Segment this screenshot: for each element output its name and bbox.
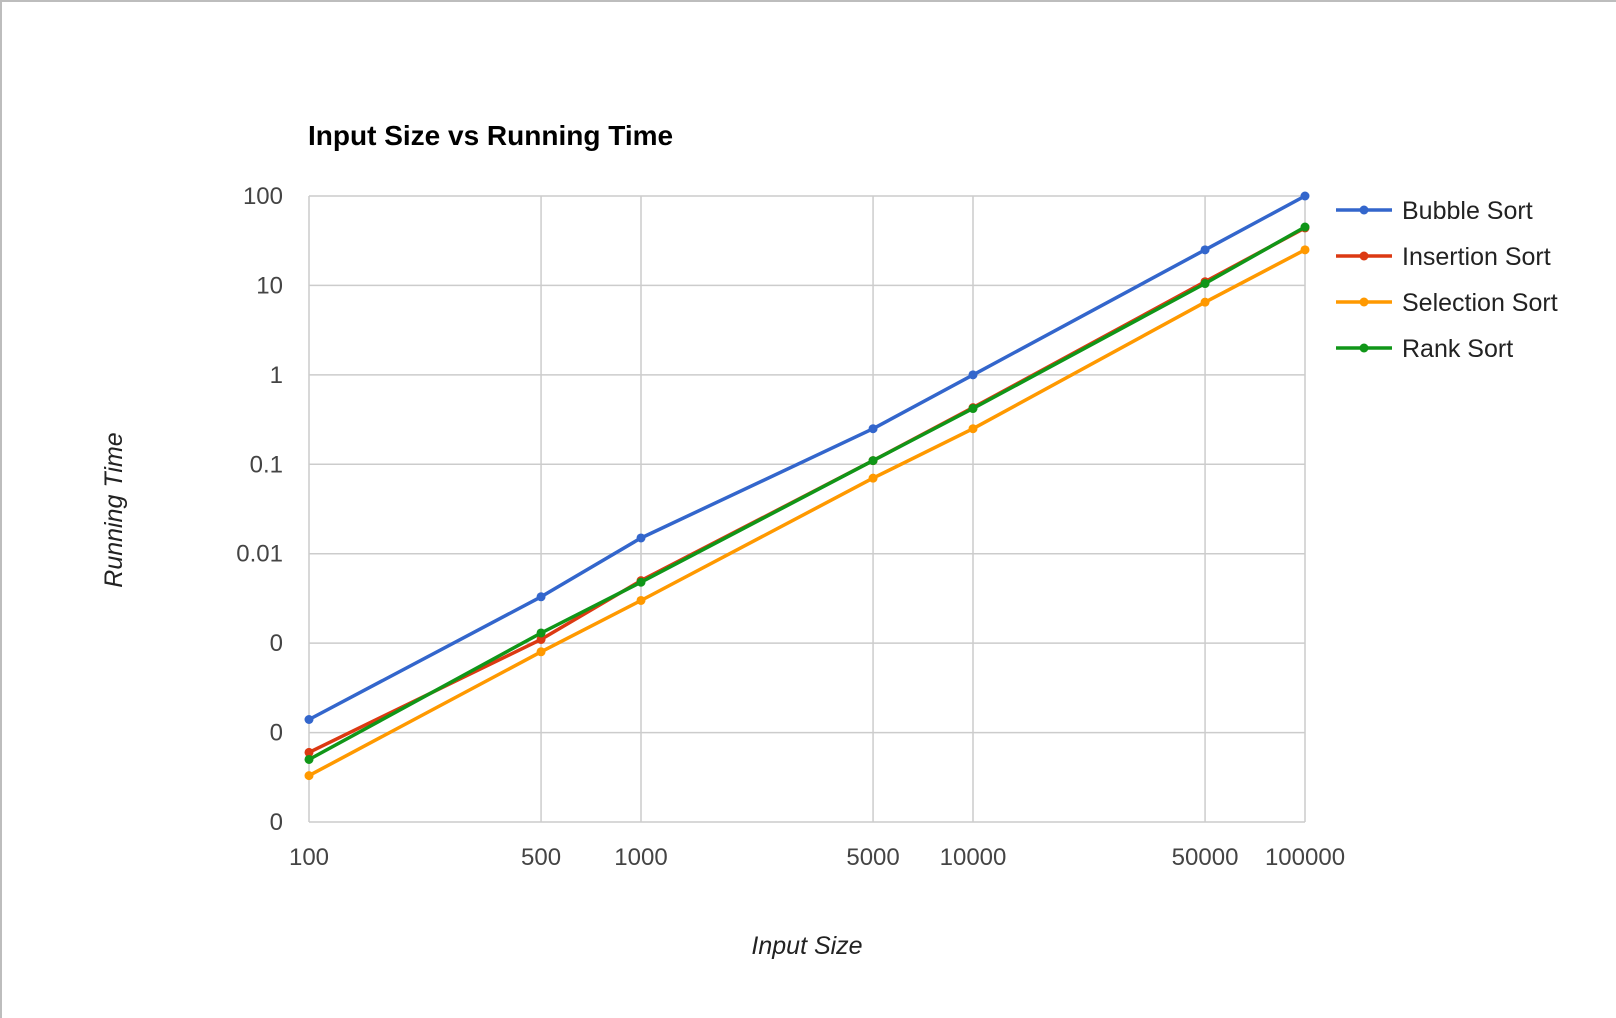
data-point-insertion-sort [304,747,314,757]
x-axis-label: Input Size [751,932,862,960]
data-point-selection-sort [536,647,546,657]
series-lines [304,191,1310,781]
data-point-bubble-sort [1300,191,1310,201]
x-axis-ticks: 100 500 1000 5000 10000 50000 100000 [289,844,1345,871]
data-point-bubble-sort [968,370,978,380]
data-point-rank-sort [636,577,646,587]
chart-title: Input Size vs Running Time [308,120,673,151]
y-tick-label: 10 [256,272,283,299]
legend-marker-bubble-sort [1359,205,1369,215]
data-point-bubble-sort [304,715,314,725]
x-tick-label: 500 [521,844,561,871]
data-point-rank-sort [304,754,314,764]
data-point-bubble-sort [536,592,546,602]
data-point-selection-sort [636,595,646,605]
data-point-bubble-sort [636,533,646,543]
data-point-selection-sort [304,771,314,781]
x-tick-label: 50000 [1172,844,1239,871]
data-point-selection-sort [868,473,878,483]
series-line-insertion-sort [308,226,1306,754]
data-point-rank-sort [868,456,878,466]
series-line-selection-sort [308,248,1306,778]
grid [308,195,1306,823]
y-tick-label: 1 [270,362,283,389]
y-tick-label: 0 [270,720,283,747]
data-point-bubble-sort [1200,245,1210,255]
legend: Bubble Sort Insertion Sort Selection Sort R… [1336,197,1558,363]
y-tick-label: 0.1 [250,451,283,478]
data-point-bubble-sort [868,424,878,434]
y-tick-label: 100 [243,183,283,210]
y-tick-label: 0 [270,809,283,836]
x-tick-label: 100 [289,844,329,871]
series-line-bubble-sort [308,194,1306,722]
y-tick-label: 0 [270,630,283,657]
x-tick-label: 10000 [940,844,1007,871]
y-axis-ticks: 0 0 0 0.01 0.1 1 10 100 [236,183,283,836]
data-point-insertion-sort [536,634,546,644]
x-tick-label: 1000 [614,844,667,871]
legend-label-rank-sort: Rank Sort [1402,335,1513,363]
y-tick-label: 0.01 [236,541,283,568]
legend-label-selection-sort: Selection Sort [1402,289,1558,317]
data-point-selection-sort [1300,245,1310,255]
x-tick-label: 100000 [1265,844,1345,871]
legend-label-bubble-sort: Bubble Sort [1402,197,1533,225]
x-tick-label: 5000 [846,844,899,871]
legend-marker-selection-sort [1359,297,1369,307]
legend-marker-insertion-sort [1359,251,1369,261]
data-point-selection-sort [968,424,978,434]
legend-marker-rank-sort [1359,343,1369,353]
data-point-rank-sort [536,628,546,638]
legend-label-insertion-sort: Insertion Sort [1402,243,1551,271]
data-point-selection-sort [1200,297,1210,307]
data-point-rank-sort [1200,279,1210,289]
data-point-rank-sort [1300,222,1310,232]
y-axis-label: Running Time [100,432,128,587]
data-point-rank-sort [968,404,978,414]
